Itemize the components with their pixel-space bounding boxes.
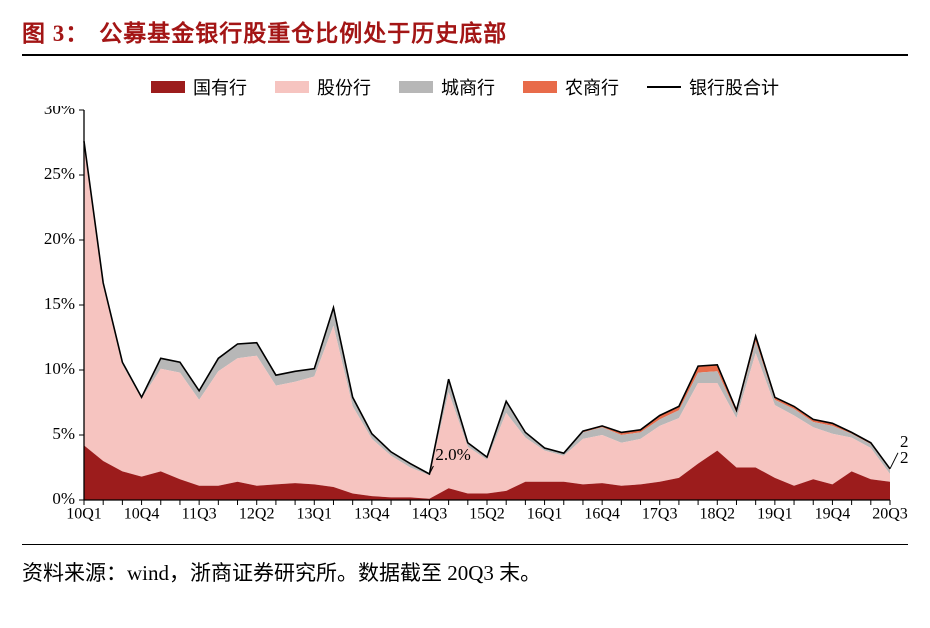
legend-item: 股份行 <box>275 74 371 100</box>
title-main: 公募基金银行股重仓比例处于历史底部 <box>99 14 507 48</box>
svg-text:13Q1: 13Q1 <box>297 505 333 522</box>
svg-text:30%: 30% <box>44 106 75 118</box>
legend-swatch-line <box>647 86 681 88</box>
legend-item: 城商行 <box>399 74 495 100</box>
legend-label: 国有行 <box>193 74 247 100</box>
svg-text:20%: 20% <box>44 229 75 248</box>
svg-text:15Q2: 15Q2 <box>469 505 505 522</box>
callout-label: 2.8% <box>900 448 908 467</box>
source-note: 资料来源：wind，浙商证券研究所。数据截至 20Q3 末。 <box>22 557 908 587</box>
svg-text:19Q1: 19Q1 <box>757 505 793 522</box>
legend-label: 股份行 <box>317 74 371 100</box>
stacked-area-chart: 0%5%10%15%20%25%30%10Q110Q411Q312Q213Q11… <box>22 106 908 536</box>
callout-label: 2.0% <box>435 445 470 464</box>
svg-text:11Q3: 11Q3 <box>182 505 217 522</box>
svg-text:12Q2: 12Q2 <box>239 505 275 522</box>
svg-text:25%: 25% <box>44 164 75 183</box>
chart-legend: 国有行 股份行 城商行 农商行 银行股合计 <box>22 74 908 100</box>
svg-text:14Q3: 14Q3 <box>412 505 448 522</box>
svg-text:19Q4: 19Q4 <box>815 505 851 522</box>
svg-text:18Q2: 18Q2 <box>700 505 736 522</box>
svg-text:5%: 5% <box>52 424 75 443</box>
svg-text:20Q3: 20Q3 <box>872 505 908 522</box>
legend-swatch <box>151 81 185 93</box>
legend-swatch <box>399 81 433 93</box>
figure-title: 图 3： 公募基金银行股重仓比例处于历史底部 <box>22 14 908 56</box>
legend-swatch <box>275 81 309 93</box>
svg-text:17Q3: 17Q3 <box>642 505 678 522</box>
legend-item: 银行股合计 <box>647 74 779 100</box>
svg-text:16Q4: 16Q4 <box>584 505 620 522</box>
legend-label: 城商行 <box>441 74 495 100</box>
svg-text:10%: 10% <box>44 359 75 378</box>
svg-text:13Q4: 13Q4 <box>354 505 390 522</box>
legend-label: 农商行 <box>565 74 619 100</box>
svg-text:15%: 15% <box>44 294 75 313</box>
legend-label: 银行股合计 <box>689 74 779 100</box>
svg-text:10Q1: 10Q1 <box>66 505 102 522</box>
legend-item: 国有行 <box>151 74 247 100</box>
legend-item: 农商行 <box>523 74 619 100</box>
title-prefix: 图 3： <box>22 14 89 48</box>
svg-text:16Q1: 16Q1 <box>527 505 563 522</box>
legend-swatch <box>523 81 557 93</box>
svg-text:10Q4: 10Q4 <box>124 505 160 522</box>
chart-container: 国有行股份行城商行农商行银行股合计 0%5%10%15%20%25%30%10Q… <box>22 74 908 545</box>
